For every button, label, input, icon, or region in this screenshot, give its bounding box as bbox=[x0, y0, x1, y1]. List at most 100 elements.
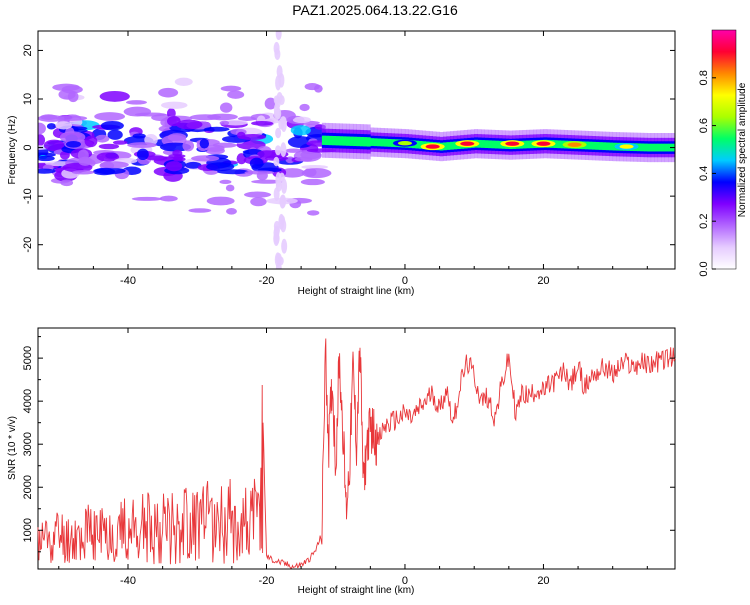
snr-xlabel: Height of straight line (km) bbox=[298, 585, 415, 596]
spectrogram-cell bbox=[94, 112, 126, 121]
spectrogram-peak-core bbox=[397, 141, 412, 146]
spectrogram-cell bbox=[275, 31, 282, 40]
colorbar-tick-label: 0.2 bbox=[698, 214, 710, 229]
colorbar-tick-label: 0.6 bbox=[698, 118, 710, 133]
spectrogram-cell bbox=[174, 77, 193, 86]
spectrogram-cell bbox=[588, 141, 593, 150]
spectrogram-cell bbox=[415, 140, 420, 149]
spectrogram-cell bbox=[38, 134, 46, 147]
spectrogram-cell bbox=[165, 161, 183, 172]
spectrogram-panel: -40 -20 0 20 -20 -10 0 10 20 Height of straight … bbox=[7, 30, 679, 297]
spectrogram-cell bbox=[59, 131, 86, 144]
spectrogram-cell bbox=[204, 144, 225, 152]
spectrogram-cell bbox=[251, 120, 274, 126]
spectrogram-cell bbox=[94, 167, 126, 175]
snr-ytick-label: 2000 bbox=[22, 475, 34, 499]
spectrogram-cell bbox=[584, 141, 589, 150]
spectrogram-cell bbox=[131, 196, 163, 201]
spectrogram-cell bbox=[99, 90, 130, 102]
spectrogram-cell bbox=[484, 140, 489, 149]
spectrogram-cell bbox=[366, 137, 371, 147]
spectrogram-cell bbox=[176, 119, 203, 130]
spectrogram-xlabel: Height of straight line (km) bbox=[298, 286, 415, 297]
spectrogram-cell bbox=[321, 135, 326, 145]
spectrogram-cell bbox=[38, 168, 56, 174]
spectrogram-cell bbox=[657, 143, 662, 152]
spectrogram-cell bbox=[522, 140, 527, 149]
spectrogram-cell bbox=[43, 139, 65, 152]
spectrogram-cell bbox=[67, 91, 79, 103]
spectrogram-cell bbox=[643, 143, 648, 152]
spectrogram-cell bbox=[529, 140, 534, 149]
spectrogram-ytick-label: 0 bbox=[22, 145, 34, 151]
spectrogram-cell bbox=[280, 194, 287, 209]
spectrogram-cell bbox=[219, 120, 230, 126]
spectrogram-cells bbox=[38, 31, 679, 269]
spectrogram-cell bbox=[675, 141, 679, 154]
snr-xtick-label: -40 bbox=[120, 575, 136, 587]
spectrogram-cell bbox=[301, 164, 329, 170]
spectrogram-cell bbox=[675, 144, 679, 152]
spectrogram-cell bbox=[598, 142, 603, 150]
spectrogram-cell bbox=[167, 133, 187, 142]
spectrogram-peak-core bbox=[567, 142, 582, 147]
spectrogram-cell bbox=[328, 135, 333, 146]
spectrogram-cell bbox=[84, 135, 98, 148]
spectrogram-cell bbox=[273, 103, 280, 117]
spectrogram-cell bbox=[418, 140, 423, 149]
spectrogram-xtick-label: -40 bbox=[120, 275, 136, 287]
spectrogram-cell bbox=[207, 113, 238, 121]
spectrogram-cell bbox=[219, 179, 232, 185]
spectrogram-cell bbox=[481, 140, 485, 148]
snr-ytick-label: 3000 bbox=[22, 432, 34, 456]
snr-ytick-label: 1000 bbox=[22, 518, 34, 542]
spectrogram-cell bbox=[294, 156, 313, 162]
spectrogram-cell bbox=[219, 102, 233, 113]
spectrogram-cell bbox=[226, 208, 237, 215]
spectrogram-cell bbox=[38, 114, 65, 122]
spectrogram-cell bbox=[281, 178, 288, 194]
spectrogram-cell bbox=[370, 138, 375, 146]
spectrogram-cell bbox=[557, 140, 562, 149]
spectrogram-cell bbox=[356, 136, 361, 147]
spectrogram-cell bbox=[290, 125, 311, 136]
snr-xtick-label: 0 bbox=[402, 575, 408, 587]
snr-xtick-label: -20 bbox=[259, 575, 275, 587]
colorbar-label: Normalized spectral amplitude bbox=[737, 82, 748, 217]
spectrogram-cell bbox=[65, 140, 82, 148]
spectrogram-cell bbox=[59, 150, 70, 160]
spectrogram-peak-core bbox=[425, 144, 440, 149]
spectrogram-cell bbox=[159, 195, 178, 202]
spectrogram-cell bbox=[373, 138, 378, 147]
spectrogram-cell bbox=[339, 136, 343, 146]
snr-ytick-label: 4000 bbox=[22, 389, 34, 413]
colorbar-tick-label: 0.8 bbox=[698, 70, 710, 85]
spectrogram-cell bbox=[273, 95, 280, 105]
spectrogram-peak-core bbox=[619, 144, 634, 149]
spectrogram-cell bbox=[250, 197, 267, 207]
spectrogram-cell bbox=[449, 141, 454, 150]
spectrogram-cell bbox=[71, 170, 95, 175]
spectrogram-cell bbox=[98, 143, 120, 150]
spectrogram-ytick-label: 20 bbox=[22, 44, 34, 56]
spectrogram-cell bbox=[172, 156, 186, 162]
spectrogram-cell bbox=[239, 133, 266, 140]
spectrogram-xtick-label: 20 bbox=[537, 275, 549, 287]
spectrogram-cell bbox=[38, 155, 55, 162]
colorbar: 0.0 0.2 0.4 0.6 0.8 Normalized spectral ampl… bbox=[698, 29, 748, 277]
spectrogram-cell bbox=[279, 168, 305, 178]
spectrogram-cell bbox=[664, 143, 669, 152]
spectrogram-cell bbox=[287, 136, 314, 148]
spectrogram-cell bbox=[553, 140, 558, 149]
spectrogram-cell bbox=[346, 136, 350, 146]
spectrogram-peak-core bbox=[460, 141, 475, 146]
spectrogram-cell bbox=[227, 90, 245, 99]
spectrogram-cell bbox=[605, 142, 610, 151]
spectrogram-cell bbox=[275, 145, 282, 156]
spectrogram-cell bbox=[668, 143, 672, 152]
spectrogram-cell bbox=[38, 122, 46, 135]
spectrogram-cell bbox=[636, 143, 641, 152]
spectrogram-cell bbox=[526, 140, 530, 149]
spectrogram-cell bbox=[650, 143, 655, 152]
spectrogram-cell bbox=[251, 179, 283, 184]
